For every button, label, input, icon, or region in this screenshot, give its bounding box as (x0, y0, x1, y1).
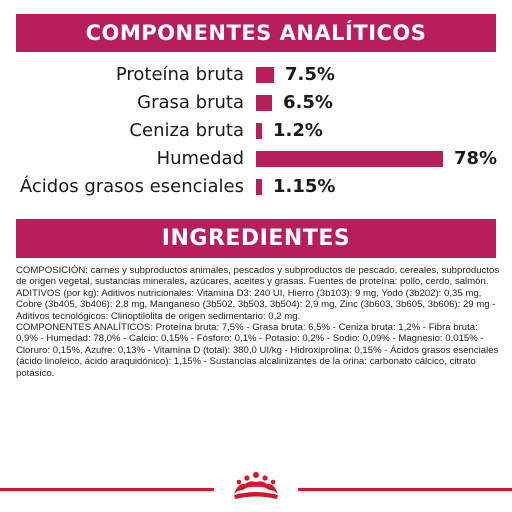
royal-canin-crown-icon (214, 468, 298, 504)
row-value: 78% (454, 148, 498, 169)
row-value: 6.5% (283, 92, 333, 113)
ingredients-banner: INGREDIENTES (16, 219, 496, 258)
analytic-components-banner: COMPONENTES ANALÍTICOS (16, 14, 496, 52)
analytic-row-fatty-acids: Ácidos grasos esenciales 1.15% (0, 174, 512, 200)
analytic-row-protein: Proteína bruta 7.5% (0, 62, 512, 88)
row-bar (256, 151, 443, 167)
ingredients-text: COMPOSICIÓN: carnes y subproductos anima… (16, 265, 500, 379)
row-bar (256, 95, 272, 111)
row-label: Ceniza bruta (129, 120, 244, 141)
row-label: Proteína bruta (115, 64, 244, 85)
composition-paragraph: COMPOSICIÓN: carnes y subproductos anima… (16, 265, 500, 288)
row-bar (256, 67, 274, 83)
row-value: 1.15% (273, 176, 336, 197)
analytic-row-fat: Grasa bruta 6.5% (0, 90, 512, 116)
row-label: Grasa bruta (137, 92, 244, 113)
additives-paragraph: ADITIVOS (por kg): Aditivos nutricionale… (16, 287, 496, 322)
row-bar (256, 123, 262, 139)
analytic-row-moisture: Humedad 78% (0, 146, 512, 172)
analytic-components-paragraph: COMPONENTES ANALÍTICOS: Proteína bruta: … (16, 322, 499, 379)
row-label: Ácidos grasos esenciales (19, 176, 244, 197)
row-label: Humedad (156, 148, 244, 169)
analytic-row-ash: Ceniza bruta 1.2% (0, 118, 512, 144)
row-bar (256, 179, 262, 195)
row-value: 1.2% (273, 120, 323, 141)
row-value: 7.5% (285, 64, 335, 85)
